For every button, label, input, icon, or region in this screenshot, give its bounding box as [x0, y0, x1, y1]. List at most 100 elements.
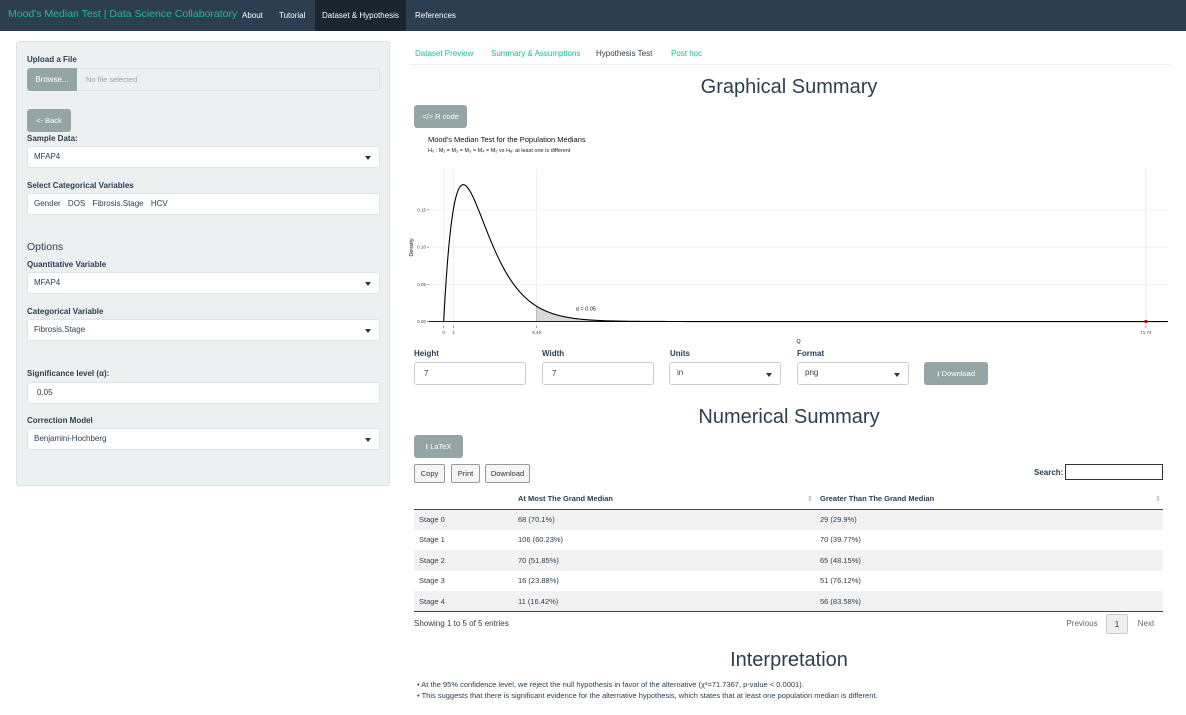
- cat-var-value: Fibrosis.Stage: [34, 325, 86, 334]
- nav-references[interactable]: References: [415, 11, 456, 20]
- tab-dataset-preview[interactable]: Dataset Preview: [415, 49, 474, 58]
- summary-table: At Most The Grand Median ⇕ Greater Than …: [414, 489, 1163, 612]
- table-info: Showing 1 to 5 of 5 entries: [414, 619, 509, 628]
- quant-var-value: MFAP4: [34, 278, 61, 287]
- table-row: Stage 3 16 (23.88%) 51 (76.12%): [414, 571, 1163, 592]
- y-tick-label: 0.05: [417, 282, 426, 287]
- column-header[interactable]: At Most The Grand Median ⇕: [513, 489, 815, 510]
- test-statistic-point: [1144, 319, 1148, 324]
- table-cell: Stage 0: [414, 509, 513, 530]
- chevron-down-icon: [365, 329, 371, 333]
- units-label: Units: [670, 349, 690, 358]
- nav-dataset-hypothesis[interactable]: Dataset & Hypothesis: [315, 0, 406, 31]
- chevron-down-icon: [365, 156, 371, 160]
- table-cell: 106 (60.23%): [518, 535, 564, 545]
- quant-var-select[interactable]: MFAP4: [27, 272, 380, 294]
- table-cell: Stage 2: [414, 550, 513, 571]
- width-input[interactable]: 7: [542, 362, 654, 385]
- height-input[interactable]: 7: [414, 362, 526, 385]
- height-label: Height: [414, 349, 439, 358]
- plot-subtitle: H₀ : M₁ = M₂ = M₃ = M₄ = M₅ vs Hₐ: at le…: [428, 148, 571, 154]
- table-header-row: At Most The Grand Median ⇕ Greater Than …: [414, 489, 1163, 510]
- x-tick-label: 1: [452, 330, 455, 335]
- tab-post-hoc[interactable]: Post hoc: [671, 49, 703, 58]
- column-header[interactable]: Greater Than The Grand Median ⇕: [815, 489, 1163, 510]
- table-cell: 11 (16.42%): [513, 591, 815, 612]
- nav-about[interactable]: About: [242, 11, 263, 20]
- cat-vars-label: Select Categorical Variables: [27, 181, 134, 190]
- table-cell: 16 (23.88%): [518, 576, 559, 586]
- search-label: Search:: [1034, 468, 1064, 477]
- column-header-label: Greater Than The Grand Median: [820, 494, 935, 504]
- latex-label: LaTeX: [430, 442, 452, 451]
- significance-label: Significance level (α):: [27, 369, 110, 378]
- format-select[interactable]: png: [797, 362, 909, 385]
- chevron-down-icon: [365, 282, 371, 286]
- table-cell: 68 (70.1%): [513, 509, 815, 530]
- x-tick-label: 0: [442, 330, 445, 335]
- cat-var-select[interactable]: Fibrosis.Stage: [27, 319, 380, 341]
- y-axis-label: Density: [409, 238, 415, 257]
- column-header-label: At Most The Grand Median: [518, 494, 614, 504]
- pagination-previous[interactable]: Previous: [1066, 619, 1098, 628]
- width-label: Width: [542, 349, 565, 358]
- back-button[interactable]: <- Back: [27, 109, 71, 132]
- plot-axes: 0.00 0.05 0.10 0.15 0 1 9.49 71.74: [417, 207, 1152, 335]
- file-name-field[interactable]: No file selected: [77, 68, 380, 91]
- plot-panel: [429, 169, 1168, 326]
- print-button[interactable]: Print: [451, 464, 480, 483]
- cat-vars-multiselect[interactable]: Gender DOS Fibrosis.Stage HCV: [27, 193, 380, 215]
- x-tick-label: 71.74: [1140, 330, 1152, 335]
- tag-fibrosis-stage[interactable]: Fibrosis.Stage: [92, 199, 144, 208]
- alpha-annotation: α = 0.05: [576, 306, 596, 312]
- plot-grid: [429, 169, 1168, 326]
- download-icon: ⭳: [936, 369, 940, 378]
- options-heading: Options: [27, 241, 64, 253]
- units-value: in: [677, 368, 684, 377]
- plot-marks: [429, 169, 1168, 326]
- pagination-page-1[interactable]: 1: [1106, 614, 1128, 634]
- search-input[interactable]: [1065, 464, 1163, 480]
- significance-input[interactable]: 0.05: [27, 382, 380, 404]
- tab-summary-assumptions[interactable]: Summary & Assumptions: [491, 49, 581, 58]
- chi-square-plot: Mood's Median Test for the Population Me…: [409, 135, 1168, 345]
- sort-icon: ⇕: [1155, 496, 1161, 503]
- download-plot-label: Download: [941, 369, 976, 378]
- table-cell: 56 (83.58%): [815, 591, 1163, 612]
- copy-button[interactable]: Copy: [414, 464, 445, 483]
- table-cell: Stage 3: [419, 576, 445, 586]
- sidebar-panel: Upload a File Browse... No file selected…: [16, 41, 390, 486]
- tag-hcv[interactable]: HCV: [150, 199, 168, 208]
- nav-tutorial[interactable]: Tutorial: [279, 11, 306, 20]
- r-code-label: R code: [435, 112, 459, 121]
- table-cell: 65 (48.15%): [815, 550, 1163, 571]
- column-header[interactable]: [414, 489, 513, 510]
- download-plot-button[interactable]: ⭳ Download: [924, 362, 988, 385]
- table-row: Stage 1 106 (60.23%) 70 (39.77%): [414, 530, 1163, 551]
- tag-dos[interactable]: DOS: [67, 199, 86, 208]
- app-brand[interactable]: Mood's Median Test | Data Science Collab…: [8, 8, 238, 20]
- r-code-button[interactable]: </> R code: [414, 105, 467, 128]
- latex-button[interactable]: ⭳ LaTeX: [414, 435, 463, 458]
- code-icon: </>: [422, 112, 433, 121]
- table-cell: 51 (76.12%): [820, 576, 861, 586]
- tag-gender[interactable]: Gender: [34, 199, 61, 208]
- browse-button[interactable]: Browse...: [27, 68, 77, 91]
- upload-label: Upload a File: [27, 55, 77, 64]
- table-cell: Stage 4: [414, 591, 513, 612]
- chevron-down-icon: [365, 438, 371, 442]
- table-cell: 70 (51.85%): [513, 550, 815, 571]
- pagination-next[interactable]: Next: [1137, 619, 1155, 628]
- units-select[interactable]: in: [669, 362, 781, 385]
- plot-title: Mood's Median Test for the Population Me…: [428, 135, 586, 144]
- sort-icon: ⇕: [807, 496, 813, 503]
- sample-data-select[interactable]: MFAP4: [27, 146, 380, 168]
- tab-hypothesis-test[interactable]: Hypothesis Test: [596, 49, 653, 58]
- numerical-summary-heading: Numerical Summary: [698, 406, 880, 428]
- download-table-button[interactable]: Download: [485, 464, 530, 483]
- correction-select[interactable]: Benjamini-Hochberg: [27, 428, 380, 450]
- download-icon: ⭳: [425, 442, 429, 451]
- quant-var-label: Quantitative Variable: [27, 260, 107, 269]
- table-cell: 29 (29.9%): [815, 509, 1163, 530]
- sample-data-label: Sample Data:: [27, 134, 78, 143]
